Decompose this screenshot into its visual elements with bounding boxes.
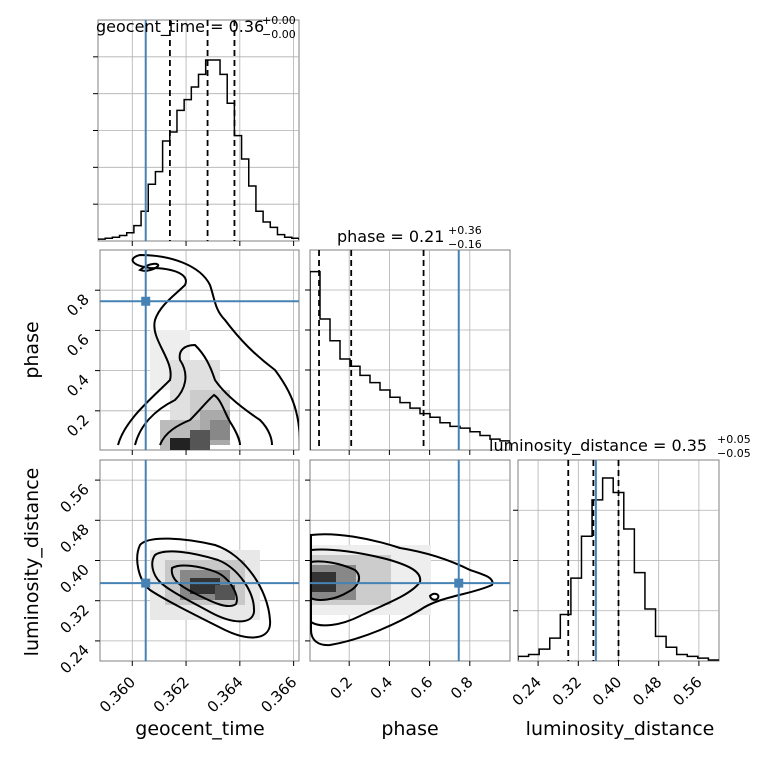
contour-island [428,592,440,601]
density-cell-3 [311,572,336,592]
panel-phase-hist [309,249,511,451]
title-geocent-time-plus: +0.00 [262,14,296,27]
contour-inner [159,393,241,446]
panel-phase-vs-geocent-time [99,249,300,451]
x-axis-label-phase: phase [381,718,438,740]
y-axis-label-luminosity-distance: luminosity_distance [21,468,43,657]
x-axis-label-luminosity-distance: luminosity_distance [526,718,715,740]
title-geocent-time: geocent_time = 0.36 +0.00 −0.00 [96,14,296,41]
contour-middle [310,548,422,627]
panel-luminosity-distance-vs-geocent-time [99,459,300,662]
xtick-label-luminosity_distance-4: 0.56 [669,673,705,709]
ytick-label-luminosity_distance-4: 0.56 [56,480,92,516]
histogram-step-geocent_time [98,59,299,240]
ytick-label-phase-1: 0.4 [63,371,93,401]
density-cell-7 [210,420,230,440]
title-phase: phase = 0.21 +0.36 −0.16 [337,224,482,251]
contour-outer [136,537,272,639]
title-phase-minus: −0.16 [448,238,482,251]
ytick-label-phase-2: 0.6 [63,331,93,361]
title-geocent-time-base: geocent_time = 0.36 [96,17,264,37]
truth-marker-s20 [141,578,151,588]
title-luminosity-distance-plus: +0.05 [717,433,751,446]
y-axis-label-phase: phase [21,321,43,378]
contour-middle [151,550,256,623]
histogram-geocent-time [98,59,299,240]
density-cell-4 [215,585,235,600]
ytick-label-luminosity_distance-0: 0.24 [56,641,92,677]
title-luminosity-distance-base: luminosity_distance = 0.35 [489,436,707,456]
contour-middle [134,343,273,446]
ytick-label-luminosity_distance-2: 0.40 [56,561,92,597]
xtick-label-luminosity_distance-2: 0.40 [589,673,625,709]
xtick-label-phase-0: 0.2 [326,673,356,703]
histogram-phase [310,270,510,450]
xtick-label-geocent_time-0: 0.360 [96,673,139,716]
title-luminosity-distance-minus: −0.05 [717,447,751,460]
title-phase-plus: +0.36 [448,224,482,237]
contour-outer [117,253,299,446]
xtick-label-phase-1: 0.4 [367,673,397,703]
contour-inner [170,564,238,608]
grid-phase-hist [310,250,510,450]
grid-geocent-time-hist [98,20,299,241]
truth-marker-s10 [141,296,151,306]
ytick-label-phase-0: 0.2 [63,411,93,441]
density-cell-3 [190,578,220,594]
panel-geocent-time-hist [97,19,300,242]
xtick-label-geocent_time-1: 0.362 [150,673,193,716]
histogram-step-luminosity_distance [518,477,719,661]
density-cell-5 [170,438,190,450]
x-axis-label-geocent-time: geocent_time [135,718,264,740]
title-phase-base: phase = 0.21 [337,227,444,246]
density-cell-6 [190,430,210,450]
histogram-luminosity-distance [518,477,719,661]
panel-luminosity-distance-vs-phase [309,459,511,662]
xtick-label-geocent_time-2: 0.364 [204,673,247,716]
contour-outer [310,533,494,647]
title-luminosity-distance: luminosity_distance = 0.35 +0.05 −0.05 [489,433,751,460]
title-geocent-time-minus: −0.00 [262,28,296,41]
xtick-label-luminosity_distance-0: 0.24 [509,673,545,709]
xtick-label-phase-3: 0.8 [447,673,477,703]
xtick-label-phase-2: 0.6 [407,673,437,703]
histogram-step-phase [310,270,510,450]
contours-luminosity-distance-vs-geocent-time [136,537,272,639]
ytick-label-phase-3: 0.8 [63,290,93,320]
xtick-label-luminosity_distance-3: 0.48 [629,673,665,709]
xtick-label-geocent_time-3: 0.366 [257,673,300,716]
density-luminosity-distance-vs-phase [311,545,431,615]
ytick-label-luminosity_distance-3: 0.48 [56,520,92,556]
ytick-label-luminosity_distance-1: 0.32 [56,601,92,637]
xtick-label-luminosity_distance-1: 0.32 [549,673,585,709]
truth-marker-s21 [454,578,464,588]
